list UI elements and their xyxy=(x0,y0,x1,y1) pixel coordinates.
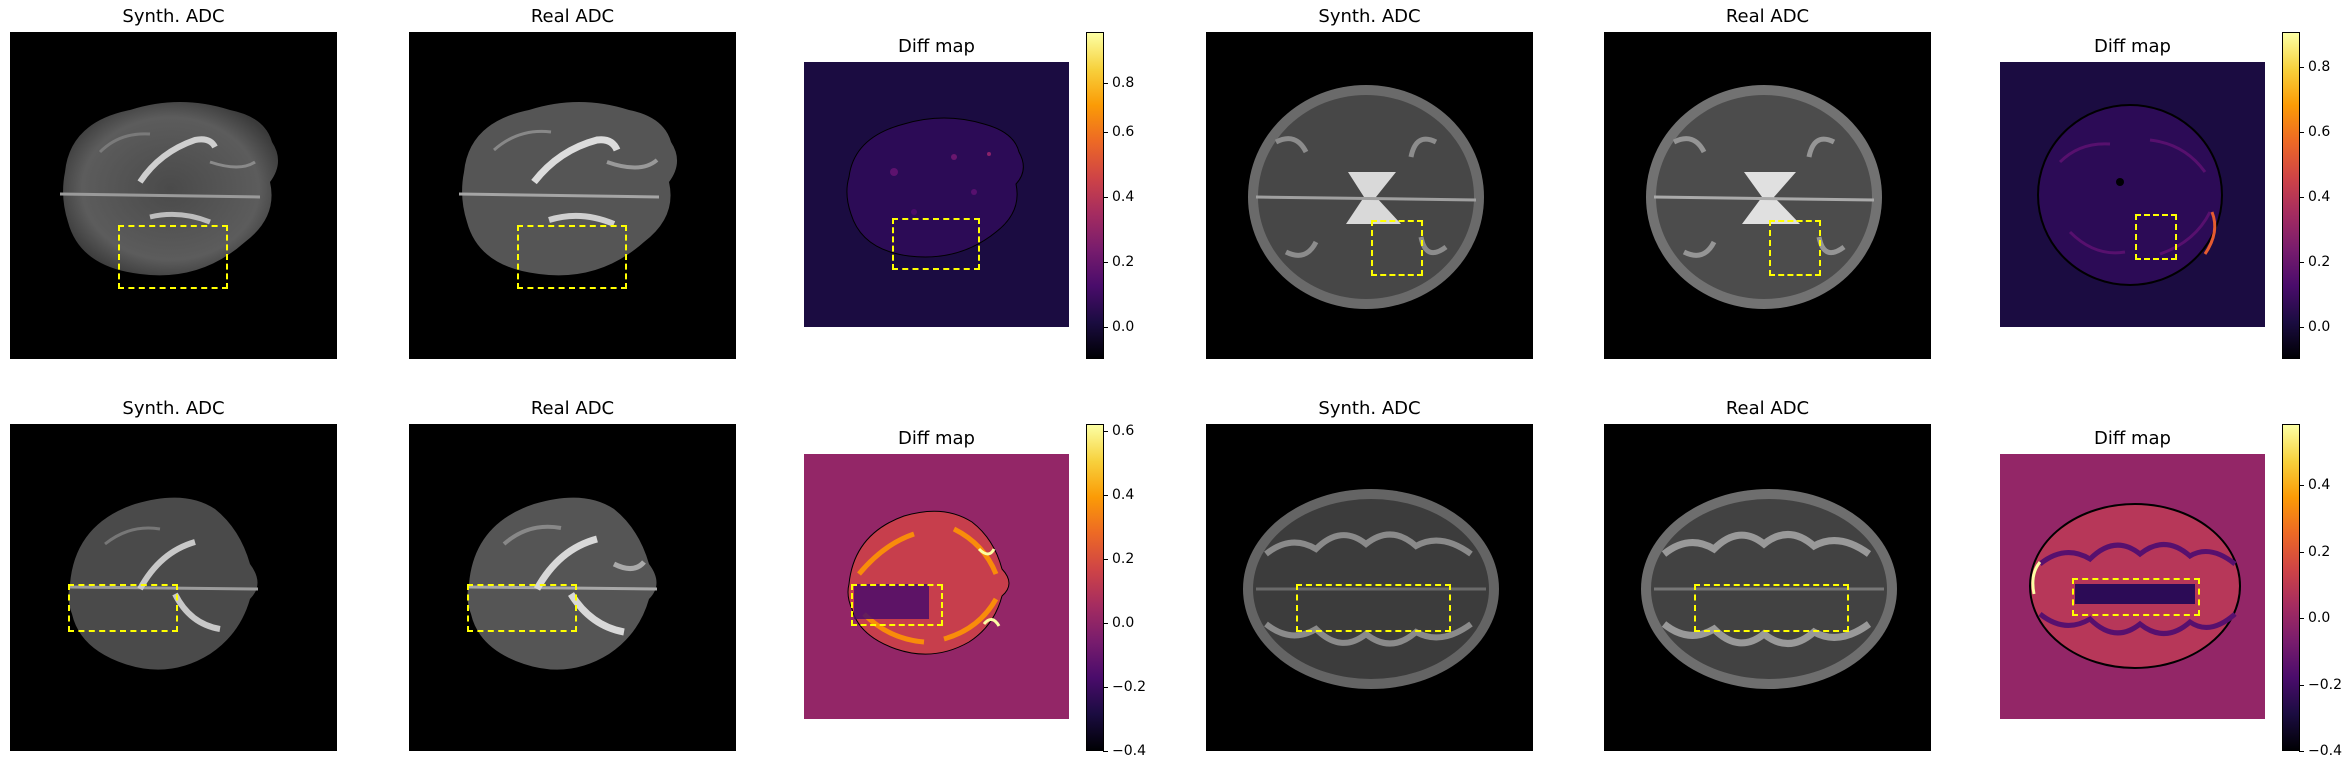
colorbar-tick-label: 0.0 xyxy=(2308,610,2331,626)
synth-adc-image xyxy=(10,32,337,359)
real-adc-image xyxy=(1604,32,1931,359)
roi-box xyxy=(851,584,943,626)
roi-box xyxy=(118,225,228,289)
colorbar-tick-label: 0.4 xyxy=(2308,477,2331,493)
colorbar-tick-label: 0.2 xyxy=(2308,254,2331,270)
panel-real-adc-2: Real ADC xyxy=(1604,0,1931,360)
colorbar-tick-label: −0.2 xyxy=(1112,679,1146,695)
colorbar-tick-label: 0.8 xyxy=(2308,59,2331,75)
real-adc-image xyxy=(1604,424,1931,751)
panel-title: Synth. ADC xyxy=(1318,6,1421,27)
panel-synth-adc-3: Synth. ADC xyxy=(10,392,337,752)
colorbar-tick-label: 0.2 xyxy=(1112,551,1135,567)
roi-box xyxy=(892,218,980,270)
colorbar: 0.6 0.4 0.2 0.0 −0.2 −0.4 xyxy=(1086,423,1146,759)
panel-title: Synth. ADC xyxy=(1318,398,1421,419)
panel-synth-adc-4: Synth. ADC xyxy=(1206,392,1533,752)
panel-title: Diff map xyxy=(2094,428,2171,449)
panel-title: Diff map xyxy=(898,36,975,57)
panel-title: Diff map xyxy=(2094,36,2171,57)
panel-real-adc-4: Real ADC xyxy=(1604,392,1931,752)
diff-map-image xyxy=(2000,62,2265,327)
roi-box xyxy=(467,584,577,632)
roi-box xyxy=(1296,584,1451,632)
real-adc-image xyxy=(409,32,736,359)
colorbar-tick-label: 0.6 xyxy=(2308,124,2331,140)
colorbar-tick-label: 0.2 xyxy=(2308,544,2331,560)
colorbar-tick-label: 0.4 xyxy=(2308,189,2331,205)
synth-adc-image xyxy=(10,424,337,751)
panel-synth-adc-1: Synth. ADC xyxy=(10,0,337,360)
panel-title: Real ADC xyxy=(530,398,615,419)
diff-map-image xyxy=(2000,454,2265,719)
panel-title: Real ADC xyxy=(1725,398,1810,419)
panel-title: Real ADC xyxy=(530,6,615,27)
colorbar: 0.8 0.6 0.4 0.2 0.0 xyxy=(2282,32,2330,359)
colorbar-tick-label: 0.4 xyxy=(1112,189,1135,205)
roi-box xyxy=(2135,214,2177,260)
colorbar-tick-label: −0.2 xyxy=(2308,677,2342,693)
panel-diff-map-2: Diff map 0.8 0.6 0.4 0.2 0.0 xyxy=(2000,0,2330,360)
panel-title: Synth. ADC xyxy=(122,6,225,27)
real-adc-image xyxy=(409,424,736,751)
panel-diff-map-1: Diff map 0.8 0.6 0.4 0.2 0.0 xyxy=(804,0,1134,360)
diff-map-image xyxy=(804,454,1069,719)
colorbar-tick-label: 0.0 xyxy=(1112,319,1135,335)
colorbar-tick-label: 0.6 xyxy=(1112,423,1135,439)
colorbar: 0.8 0.6 0.4 0.2 0.0 xyxy=(1086,32,1134,359)
roi-box xyxy=(1769,220,1821,276)
panel-diff-map-3: Diff map 0.6 0.4 0.2 0.0 −0.2 −0.4 xyxy=(804,392,1146,759)
colorbar-tick-label: 0.0 xyxy=(2308,319,2331,335)
diff-map-image xyxy=(804,62,1069,327)
panel-synth-adc-2: Synth. ADC xyxy=(1206,0,1533,360)
colorbar-tick-label: −0.4 xyxy=(2308,743,2342,759)
panel-title: Synth. ADC xyxy=(122,398,225,419)
roi-box xyxy=(2072,578,2200,616)
panel-real-adc-3: Real ADC xyxy=(409,392,736,752)
colorbar-tick-label: 0.4 xyxy=(1112,487,1135,503)
panel-title: Real ADC xyxy=(1725,6,1810,27)
colorbar-tick-label: 0.6 xyxy=(1112,124,1135,140)
colorbar-tick-label: 0.2 xyxy=(1112,254,1135,270)
colorbar: 0.4 0.2 0.0 −0.2 −0.4 xyxy=(2282,424,2342,759)
roi-box xyxy=(68,584,178,632)
panel-real-adc-1: Real ADC xyxy=(409,0,736,360)
roi-box xyxy=(517,225,627,289)
roi-box xyxy=(1694,584,1849,632)
synth-adc-image xyxy=(1206,32,1533,359)
panel-diff-map-4: Diff map 0.4 0.2 0.0 −0.2 −0.4 xyxy=(2000,392,2342,759)
synth-adc-image xyxy=(1206,424,1533,751)
colorbar-tick-label: −0.4 xyxy=(1112,743,1146,759)
panel-title: Diff map xyxy=(898,428,975,449)
colorbar-tick-label: 0.8 xyxy=(1112,75,1135,91)
roi-box xyxy=(1371,220,1423,276)
colorbar-tick-label: 0.0 xyxy=(1112,615,1135,631)
